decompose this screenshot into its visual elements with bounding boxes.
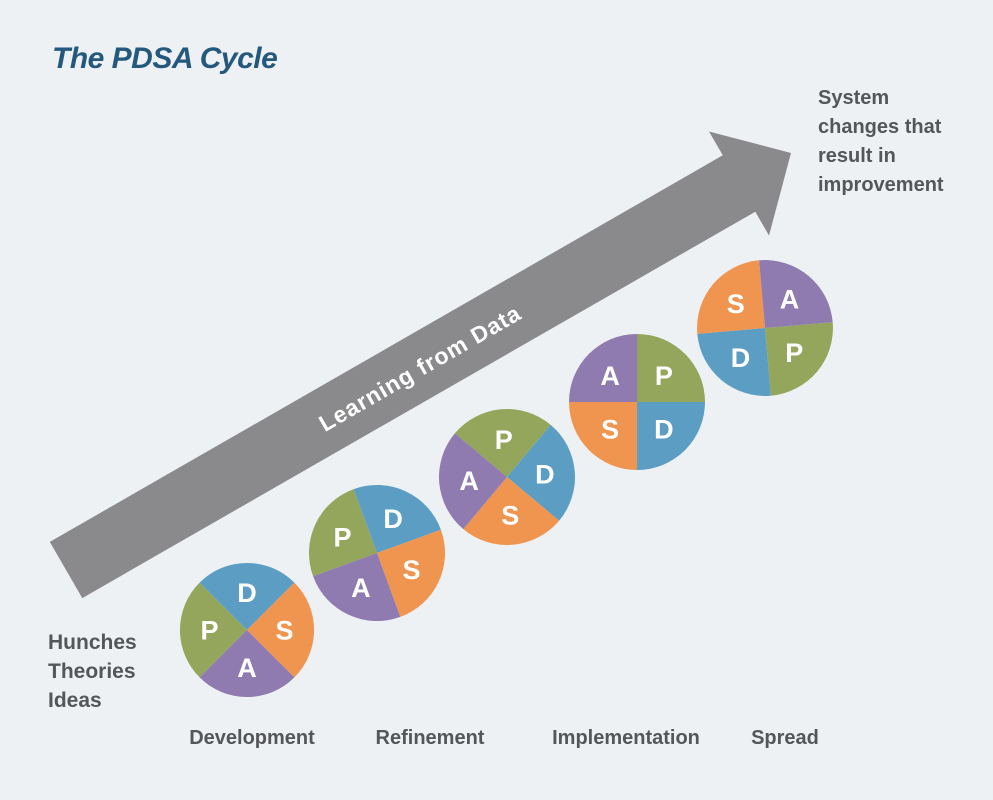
wheel-2-wedge-do bbox=[353, 484, 441, 553]
pdsa-wheel-4: PD SA bbox=[569, 334, 705, 470]
wheel-4-letter-D: D bbox=[654, 415, 674, 445]
phase-label-implementation: Implementation bbox=[552, 727, 700, 749]
wheel-2-wedge-study bbox=[377, 529, 446, 617]
phase-label-refinement: Refinement bbox=[375, 727, 485, 749]
wheel-2-letter-P: P bbox=[333, 523, 351, 553]
wheel-3-letter-D: D bbox=[535, 459, 555, 489]
wheel-1-letter-P: P bbox=[200, 616, 218, 646]
page-title: The PDSA Cycle bbox=[52, 42, 278, 75]
phase-labels-row: Development Refinement Implementation Sprea… bbox=[0, 727, 993, 757]
inputs-text: Hunches Theories Ideas bbox=[48, 631, 137, 712]
wheel-3-wedge-study bbox=[463, 477, 560, 546]
wheel-2-wedge-plan bbox=[308, 489, 377, 577]
wheel-1-wedge-act bbox=[199, 630, 295, 698]
phase-label-development: Development bbox=[189, 727, 315, 749]
wheel-5-letter-P: P bbox=[785, 338, 803, 368]
pdsa-wheel-3: PDSA bbox=[438, 408, 576, 546]
wheel-5-letter-D: D bbox=[731, 343, 751, 373]
wheel-5-letter-S: S bbox=[727, 289, 745, 319]
pdsa-wheel-2: P DS A bbox=[308, 484, 446, 622]
pdsa-wheel-1: PDSA bbox=[179, 562, 315, 698]
wheel-2-letter-D: D bbox=[383, 504, 403, 534]
pdsa-wheel-5: P DS A bbox=[697, 260, 833, 396]
wheel-4-wedge-study bbox=[569, 402, 637, 470]
wheel-1-letter-S: S bbox=[275, 616, 293, 646]
wheel-4-wedge-plan bbox=[637, 334, 705, 402]
wheel-1-letter-D: D bbox=[237, 578, 257, 608]
wheel-2-wedge-act bbox=[313, 553, 401, 622]
wheel-1-wedge-plan bbox=[179, 582, 247, 678]
wheel-2-letter-S: S bbox=[402, 555, 420, 585]
wheel-5-letter-A: A bbox=[780, 285, 800, 315]
wheel-3-wedge-plan bbox=[454, 408, 551, 477]
wheel-3-letter-S: S bbox=[501, 501, 519, 531]
wheel-1-wedge-study bbox=[247, 582, 315, 678]
wheel-1-letter-A: A bbox=[237, 653, 257, 683]
wheel-3-letter-P: P bbox=[495, 425, 513, 455]
wheel-3-letter-A: A bbox=[459, 466, 479, 496]
wheel-4-letter-A: A bbox=[600, 361, 620, 391]
wheel-4-letter-S: S bbox=[601, 415, 619, 445]
wheel-3-wedge-do bbox=[507, 424, 576, 521]
outcome-text: System changes that result in improvemen… bbox=[818, 87, 944, 196]
wheel-5-wedge-act bbox=[759, 260, 833, 328]
wheel-4-wedge-do bbox=[637, 402, 705, 470]
wheel-4-letter-P: P bbox=[655, 361, 673, 391]
wheel-5-wedge-do bbox=[697, 328, 771, 396]
wheel-5-wedge-plan bbox=[765, 322, 833, 396]
wheel-5-wedge-study bbox=[697, 260, 765, 334]
wheel-2-letter-A: A bbox=[351, 573, 371, 603]
wheel-3-wedge-act bbox=[438, 433, 507, 530]
wheel-4-wedge-act bbox=[569, 334, 637, 402]
wheel-1-wedge-do bbox=[199, 562, 295, 630]
phase-label-spread: Spread bbox=[751, 727, 819, 749]
learning-arrow bbox=[49, 131, 792, 599]
